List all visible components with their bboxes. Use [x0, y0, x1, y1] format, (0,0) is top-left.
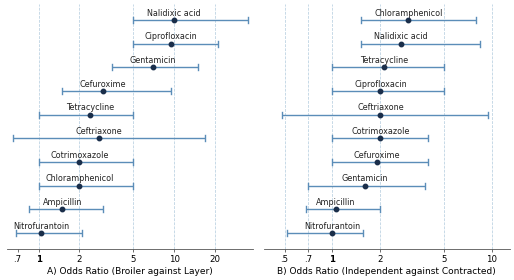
Text: Chloramphenicol: Chloramphenicol [374, 9, 443, 18]
Text: Ampicillin: Ampicillin [316, 198, 356, 207]
X-axis label: A) Odds Ratio (Broiler against Layer): A) Odds Ratio (Broiler against Layer) [47, 267, 212, 276]
Text: Tetracycline: Tetracycline [66, 103, 114, 112]
X-axis label: B) Odds Ratio (Independent against Contracted): B) Odds Ratio (Independent against Contr… [278, 267, 496, 276]
Text: Chloramphenicol: Chloramphenicol [45, 174, 114, 183]
Text: Cefuroxime: Cefuroxime [354, 151, 400, 160]
Text: Nalidixic acid: Nalidixic acid [148, 9, 201, 18]
Text: Ciprofloxacin: Ciprofloxacin [145, 32, 197, 41]
Text: Gentamicin: Gentamicin [130, 56, 176, 65]
Text: Ceftriaxone: Ceftriaxone [357, 103, 403, 112]
Text: Nalidixic acid: Nalidixic acid [374, 32, 428, 41]
Text: Ciprofloxacin: Ciprofloxacin [354, 80, 407, 89]
Text: Gentamicin: Gentamicin [342, 174, 388, 183]
Text: Nitrofurantoin: Nitrofurantoin [304, 222, 360, 231]
Text: Nitrofurantoin: Nitrofurantoin [13, 222, 69, 231]
Text: Cotrimoxazole: Cotrimoxazole [351, 127, 410, 136]
Text: Tetracycline: Tetracycline [360, 56, 408, 65]
Text: Ampicillin: Ampicillin [43, 198, 82, 207]
Text: Cotrimoxazole: Cotrimoxazole [50, 151, 108, 160]
Text: Ceftriaxone: Ceftriaxone [76, 127, 122, 136]
Text: Cefuroxime: Cefuroxime [80, 80, 126, 89]
